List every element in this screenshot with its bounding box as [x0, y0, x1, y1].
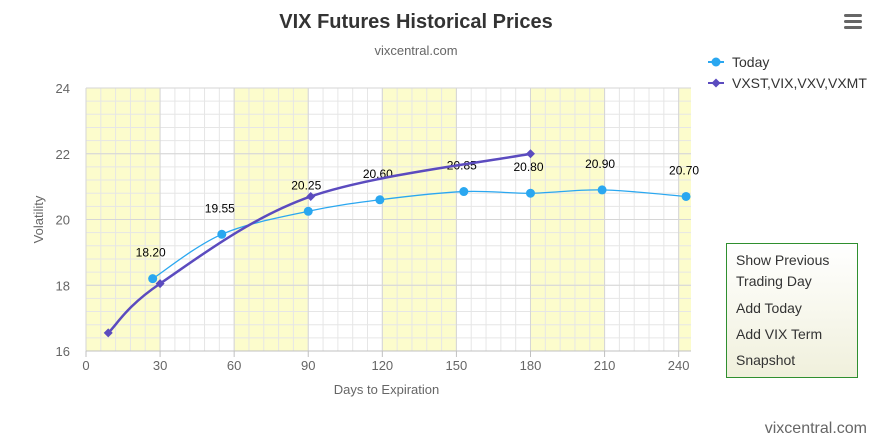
y-tick-label: 22 [56, 147, 70, 162]
menu-item-show-previous[interactable]: Show Previous Trading Day [736, 252, 830, 289]
data-point [303, 206, 313, 216]
data-point [597, 185, 607, 195]
data-point [459, 187, 469, 197]
data-point [525, 188, 535, 198]
data-label: 20.80 [513, 160, 543, 174]
data-point [681, 191, 691, 201]
x-tick-label: 0 [82, 358, 89, 373]
data-point [148, 274, 158, 284]
y-tick-label: 24 [56, 81, 70, 96]
legend-item-label[interactable]: Today [732, 54, 769, 70]
data-point [217, 229, 227, 239]
legend-item-label[interactable]: VXST,VIX,VXV,VXMT [732, 75, 867, 91]
x-axis-title: Days to Expiration [334, 382, 440, 397]
data-label: 19.55 [205, 201, 235, 215]
x-tick-label: 90 [301, 358, 315, 373]
y-tick-label: 20 [56, 213, 70, 228]
data-label: 20.70 [669, 163, 699, 177]
data-label: 20.25 [291, 178, 321, 192]
x-tick-label: 150 [446, 358, 468, 373]
legend-marker [711, 78, 721, 88]
chart-subtitle: vixcentral.com [374, 43, 457, 58]
x-tick-label: 240 [668, 358, 690, 373]
x-tick-label: 30 [153, 358, 167, 373]
data-point [306, 191, 316, 201]
y-axis-title: Volatility [31, 195, 46, 243]
x-tick-label: 60 [227, 358, 241, 373]
data-point [155, 279, 165, 289]
legend-marker [711, 57, 721, 67]
chart-menu-icon[interactable] [841, 12, 865, 34]
chart-title: VIX Futures Historical Prices [279, 11, 552, 33]
grid [85, 87, 691, 352]
x-tick-label: 210 [594, 358, 616, 373]
y-tick-label: 18 [56, 278, 70, 293]
y-tick-label: 16 [56, 344, 70, 359]
context-menu: Show Previous Trading Day Add Today Add … [726, 243, 858, 378]
data-point [103, 328, 113, 338]
x-tick-label: 180 [520, 358, 542, 373]
menu-item-snapshot[interactable]: Snapshot [736, 352, 796, 368]
data-label: 18.20 [136, 246, 166, 260]
x-tick-label: 120 [371, 358, 393, 373]
data-label: 20.90 [585, 157, 615, 171]
data-point [375, 195, 385, 205]
data-point [525, 149, 535, 159]
menu-item-add-today[interactable]: Add Today [736, 300, 802, 316]
credit-link[interactable]: vixcentral.com [764, 420, 867, 437]
menu-item-add-vix-term[interactable]: Add VIX Term [736, 326, 823, 342]
series-line-term [107, 152, 531, 334]
